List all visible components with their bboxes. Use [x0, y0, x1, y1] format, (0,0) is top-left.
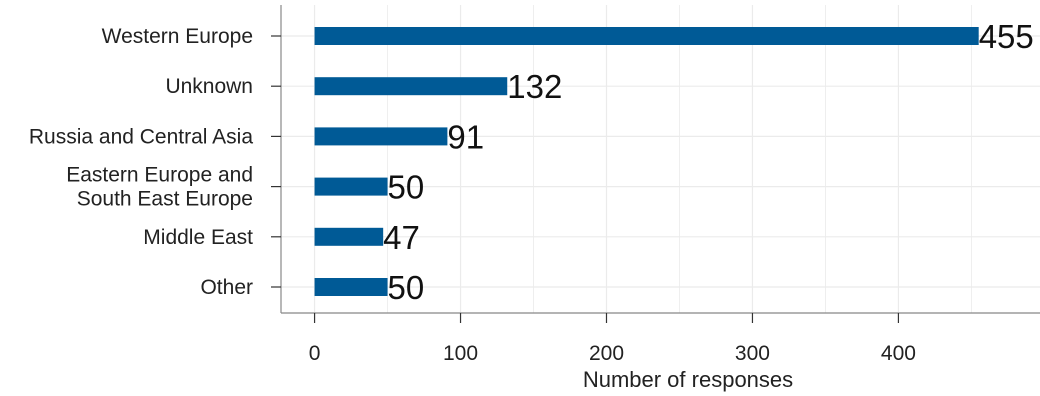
y-tick-label: Middle East: [143, 226, 253, 249]
y-tick-label: Eastern Europe and South East Europe: [66, 164, 253, 211]
data-labels: 455 132 91 50 47 50: [383, 18, 1034, 306]
y-axis-ticks: Western Europe Unknown Russia and Central …: [29, 25, 281, 299]
bar: [314, 127, 448, 146]
x-tick-label: 100: [443, 342, 478, 365]
bar: [314, 27, 979, 45]
x-tick-label: 200: [589, 342, 624, 365]
bars: [314, 27, 979, 296]
data-label: 47: [383, 219, 420, 256]
data-label: 455: [979, 18, 1034, 55]
x-axis-title: Number of responses: [583, 367, 793, 392]
bar: [314, 227, 384, 246]
x-axis-ticks: 0 100 200 300 400: [309, 313, 916, 365]
y-tick-label: Other: [200, 276, 253, 299]
data-label: 91: [447, 118, 484, 155]
axes: [280, 5, 1040, 314]
bar: [314, 77, 508, 96]
x-tick-label: 400: [881, 342, 916, 365]
x-tick-label: 0: [309, 342, 321, 365]
bar: [314, 177, 388, 196]
bar: [314, 278, 388, 296]
y-tick-label: Western Europe: [102, 25, 253, 48]
data-label: 50: [388, 269, 425, 306]
x-tick-label: 300: [735, 342, 770, 365]
y-tick-label: Russia and Central Asia: [29, 125, 253, 148]
data-label: 50: [388, 169, 425, 206]
data-label: 132: [507, 68, 562, 105]
y-tick-label: Unknown: [165, 75, 253, 98]
grid-lines: [281, 5, 1040, 313]
